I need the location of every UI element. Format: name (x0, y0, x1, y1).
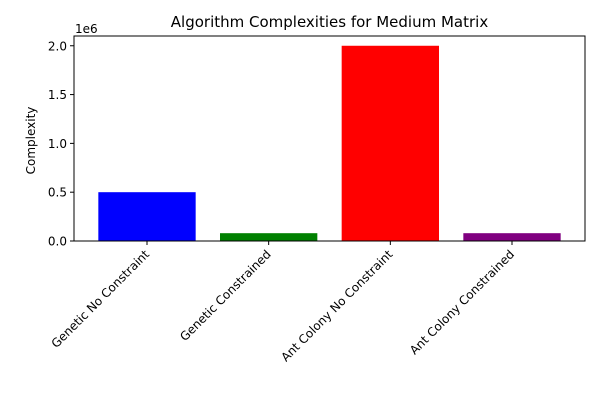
x-tick-label: Ant Colony Constrained (407, 247, 517, 357)
y-tick-label: 2.0 (48, 39, 67, 53)
y-axis-label: Complexity (24, 107, 38, 175)
chart-title: Algorithm Complexities for Medium Matrix (171, 13, 489, 31)
y-tick-label: 1.0 (48, 137, 67, 151)
y-tick-label: 0.0 (48, 235, 67, 249)
bar-1 (98, 192, 196, 241)
x-tick-label: Genetic Constrained (177, 247, 274, 344)
y-axis-offset-text: 1e6 (75, 22, 98, 36)
y-tick-label: 1.5 (48, 88, 67, 102)
bar-4 (463, 233, 561, 241)
plot-frame (73, 35, 586, 242)
bar-2 (220, 233, 318, 241)
bar-3 (341, 45, 439, 242)
x-tick-label: Genetic No Constraint (49, 247, 153, 351)
x-tick-label: Ant Colony No Constraint (278, 247, 395, 364)
y-tick-label: 0.5 (48, 186, 67, 200)
